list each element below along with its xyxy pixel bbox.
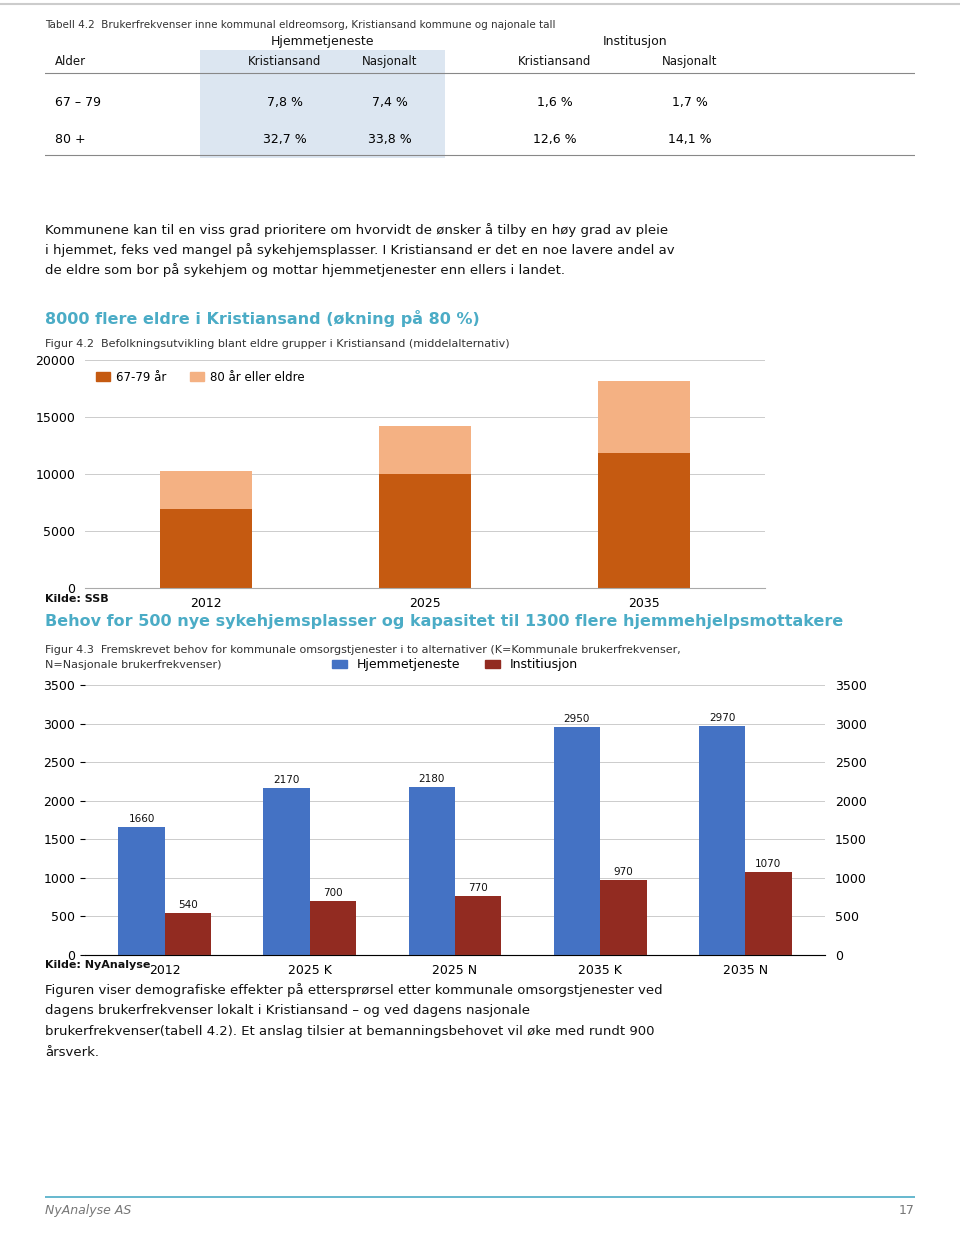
Bar — [165, 913, 211, 955]
Bar — [263, 787, 310, 955]
Text: N=Nasjonale brukerfrekvenser): N=Nasjonale brukerfrekvenser) — [45, 660, 222, 669]
Bar — [310, 900, 356, 955]
Bar — [598, 380, 690, 453]
Text: 32,7 %: 32,7 % — [263, 133, 307, 147]
Text: 1660: 1660 — [129, 814, 155, 823]
Text: 770: 770 — [468, 883, 488, 893]
Text: Figur 4.2  Befolkningsutvikling blant eldre grupper i Kristiansand (middelaltern: Figur 4.2 Befolkningsutvikling blant eld… — [45, 339, 510, 349]
Text: 2950: 2950 — [564, 714, 590, 724]
Text: de eldre som bor på sykehjem og mottar hjemmetjenester enn ellers i landet.: de eldre som bor på sykehjem og mottar h… — [45, 263, 565, 277]
Text: Kommunene kan til en viss grad prioritere om hvorvidt de ønsker å tilby en høy g: Kommunene kan til en viss grad prioriter… — [45, 224, 668, 237]
Text: 7,4 %: 7,4 % — [372, 96, 408, 109]
Text: 8000 flere eldre i Kristiansand (økning på 80 %): 8000 flere eldre i Kristiansand (økning … — [45, 310, 480, 327]
Text: Nasjonalt: Nasjonalt — [362, 55, 418, 68]
Text: Tabell 4.2  Brukerfrekvenser inne kommunal eldreomsorg, Kristiansand kommune og : Tabell 4.2 Brukerfrekvenser inne kommuna… — [45, 20, 556, 30]
Text: 1,7 %: 1,7 % — [672, 96, 708, 109]
Text: 970: 970 — [613, 867, 634, 877]
Text: 2180: 2180 — [419, 774, 445, 784]
Bar — [600, 881, 646, 955]
Legend: Hjemmetjeneste, Institiusjon: Hjemmetjeneste, Institiusjon — [326, 653, 584, 677]
Text: 17: 17 — [900, 1203, 915, 1217]
Text: Figuren viser demografiske effekter på ettersprørsel etter kommunale omsorgstjen: Figuren viser demografiske effekter på e… — [45, 982, 662, 997]
Text: Kristiansand: Kristiansand — [249, 55, 322, 68]
Bar — [409, 787, 455, 955]
Text: 540: 540 — [179, 900, 198, 910]
Text: dagens brukerfrekvenser lokalt i Kristiansand – og ved dagens nasjonale: dagens brukerfrekvenser lokalt i Kristia… — [45, 1004, 530, 1017]
Text: Alder: Alder — [55, 55, 86, 68]
Legend: 67-79 år, 80 år eller eldre: 67-79 år, 80 år eller eldre — [91, 366, 309, 389]
Text: Kilde: SSB: Kilde: SSB — [45, 594, 108, 604]
Bar — [379, 474, 471, 587]
Text: 2170: 2170 — [274, 775, 300, 785]
Text: 80 +: 80 + — [55, 133, 85, 147]
Text: 67 – 79: 67 – 79 — [55, 96, 101, 109]
Bar — [159, 509, 252, 587]
Bar — [200, 50, 445, 158]
Bar — [745, 872, 792, 955]
Text: brukerfrekvenser(tabell 4.2). Et anslag tilsier at bemanningsbehovet vil øke med: brukerfrekvenser(tabell 4.2). Et anslag … — [45, 1025, 655, 1038]
Text: Institusjon: Institusjon — [603, 35, 667, 48]
Text: Behov for 500 nye sykehjemsplasser og kapasitet til 1300 flere hjemmehjelpsmotta: Behov for 500 nye sykehjemsplasser og ka… — [45, 614, 843, 628]
Text: 14,1 %: 14,1 % — [668, 133, 711, 147]
Text: Kilde: NyAnalyse: Kilde: NyAnalyse — [45, 960, 151, 970]
Text: Hjemmetjeneste: Hjemmetjeneste — [271, 35, 374, 48]
Text: 1,6 %: 1,6 % — [538, 96, 573, 109]
Text: 1070: 1070 — [756, 859, 781, 869]
Text: NyAnalyse AS: NyAnalyse AS — [45, 1203, 132, 1217]
Text: Figur 4.3  Fremskrevet behov for kommunale omsorgstjenester i to alternativer (K: Figur 4.3 Fremskrevet behov for kommunal… — [45, 645, 681, 655]
Text: 12,6 %: 12,6 % — [533, 133, 577, 147]
Text: i hjemmet, feks ved mangel på sykehjemsplasser. I Kristiansand er det en noe lav: i hjemmet, feks ved mangel på sykehjemsp… — [45, 243, 675, 257]
Text: 7,8 %: 7,8 % — [267, 96, 303, 109]
Bar — [379, 426, 471, 474]
Text: årsverk.: årsverk. — [45, 1046, 99, 1059]
Bar — [699, 725, 745, 955]
Bar — [554, 728, 600, 955]
Bar — [118, 827, 165, 955]
Text: 33,8 %: 33,8 % — [368, 133, 412, 147]
Text: Kristiansand: Kristiansand — [518, 55, 591, 68]
Text: 2970: 2970 — [708, 713, 735, 723]
Bar — [455, 895, 501, 955]
Bar — [159, 471, 252, 509]
Text: 700: 700 — [324, 888, 343, 898]
Text: Nasjonalt: Nasjonalt — [662, 55, 718, 68]
Bar — [598, 453, 690, 587]
